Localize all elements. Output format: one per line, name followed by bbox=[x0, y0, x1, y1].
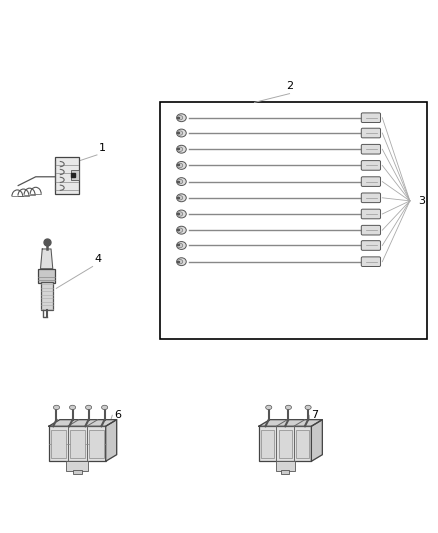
Ellipse shape bbox=[304, 405, 311, 409]
Ellipse shape bbox=[176, 114, 186, 122]
Ellipse shape bbox=[176, 210, 186, 218]
FancyBboxPatch shape bbox=[360, 225, 380, 235]
Text: 3: 3 bbox=[418, 196, 425, 206]
FancyBboxPatch shape bbox=[360, 160, 380, 170]
Ellipse shape bbox=[177, 131, 182, 135]
Ellipse shape bbox=[177, 243, 182, 248]
Bar bbox=[89, 430, 103, 458]
Text: 6: 6 bbox=[114, 410, 121, 421]
Bar bbox=[49, 426, 106, 461]
Ellipse shape bbox=[176, 241, 186, 249]
Bar bbox=[261, 430, 274, 458]
FancyBboxPatch shape bbox=[360, 144, 380, 154]
Polygon shape bbox=[311, 419, 321, 461]
Ellipse shape bbox=[53, 405, 60, 409]
Bar bbox=[258, 426, 311, 461]
Ellipse shape bbox=[101, 405, 107, 409]
Ellipse shape bbox=[85, 405, 92, 409]
Text: 2: 2 bbox=[285, 82, 293, 92]
FancyBboxPatch shape bbox=[360, 193, 380, 203]
FancyBboxPatch shape bbox=[360, 209, 380, 219]
Bar bbox=[160, 102, 426, 338]
Ellipse shape bbox=[177, 180, 182, 184]
Ellipse shape bbox=[177, 212, 182, 216]
Text: 7: 7 bbox=[311, 410, 318, 421]
Ellipse shape bbox=[176, 177, 186, 185]
FancyBboxPatch shape bbox=[360, 241, 380, 251]
Bar bbox=[51, 430, 65, 458]
Ellipse shape bbox=[285, 405, 291, 409]
Ellipse shape bbox=[177, 116, 182, 120]
Ellipse shape bbox=[177, 228, 182, 232]
Bar bbox=[38, 269, 55, 282]
Ellipse shape bbox=[69, 405, 75, 409]
Ellipse shape bbox=[177, 147, 182, 151]
Bar bbox=[66, 461, 88, 471]
Polygon shape bbox=[49, 419, 117, 426]
Ellipse shape bbox=[177, 260, 182, 264]
Ellipse shape bbox=[265, 405, 271, 409]
FancyBboxPatch shape bbox=[360, 128, 380, 138]
Ellipse shape bbox=[176, 161, 186, 169]
Ellipse shape bbox=[176, 146, 186, 153]
FancyBboxPatch shape bbox=[360, 257, 380, 266]
Ellipse shape bbox=[177, 196, 182, 200]
FancyBboxPatch shape bbox=[360, 177, 380, 187]
Bar bbox=[70, 430, 85, 458]
Bar bbox=[278, 430, 291, 458]
Ellipse shape bbox=[176, 258, 186, 265]
FancyBboxPatch shape bbox=[360, 113, 380, 123]
Text: 1: 1 bbox=[99, 143, 106, 153]
Polygon shape bbox=[258, 419, 321, 426]
Bar bbox=[55, 157, 79, 195]
Ellipse shape bbox=[177, 163, 182, 167]
Ellipse shape bbox=[176, 129, 186, 137]
Ellipse shape bbox=[176, 226, 186, 234]
Ellipse shape bbox=[176, 194, 186, 201]
Bar bbox=[281, 470, 288, 474]
Bar bbox=[40, 282, 53, 310]
Bar bbox=[71, 170, 78, 180]
Polygon shape bbox=[106, 419, 117, 461]
Polygon shape bbox=[40, 249, 53, 269]
Bar bbox=[295, 430, 308, 458]
Text: 4: 4 bbox=[95, 254, 102, 264]
Bar bbox=[73, 470, 81, 474]
Bar bbox=[275, 461, 294, 471]
